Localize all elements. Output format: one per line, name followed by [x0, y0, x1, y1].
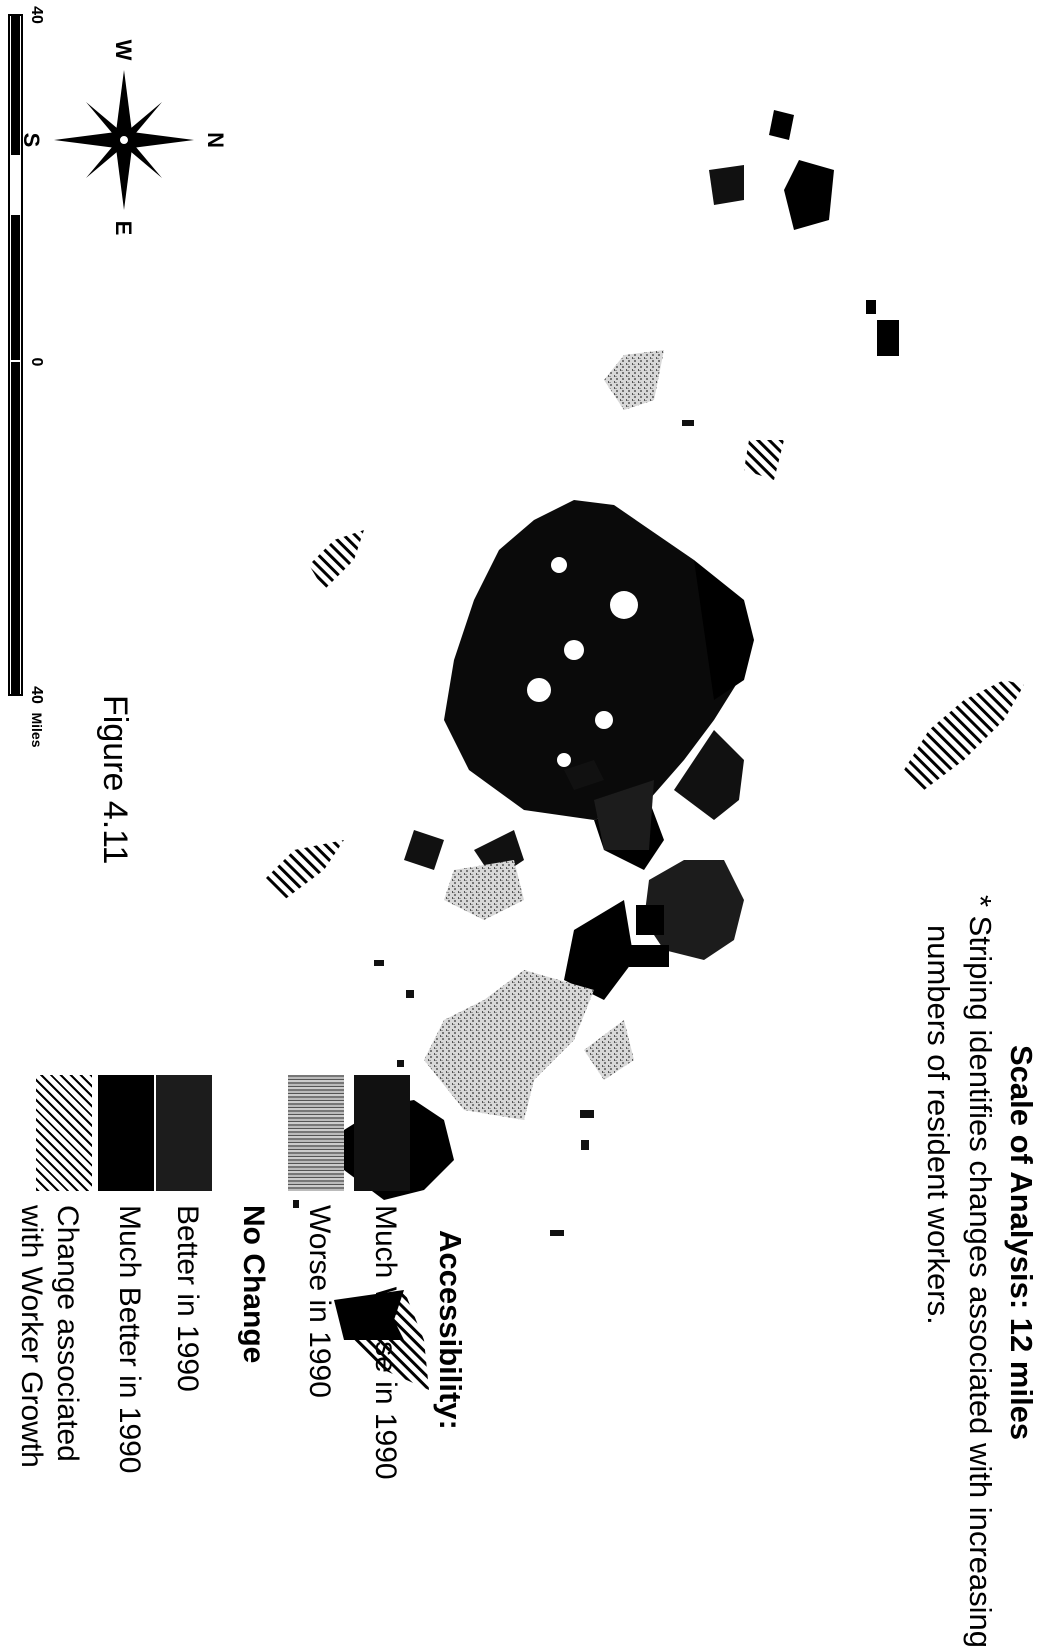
compass-n: N: [203, 132, 228, 148]
legend-label-line2: with Worker Growth: [15, 1205, 48, 1468]
scale-start: 40: [28, 6, 45, 24]
legend-swatch-better: [156, 1075, 212, 1191]
accessibility-change-map: N S E W 40 0 40 Miles: [8, 6, 1024, 1390]
scale-unit: Miles: [29, 712, 45, 747]
region-worse: [424, 350, 664, 1120]
legend-item-better: Better in 1990: [152, 1075, 212, 1495]
legend-heading: Accessibility:: [433, 1230, 468, 1430]
legend-swatch-much-worse: [354, 1075, 410, 1191]
scale-end: 40: [28, 686, 45, 704]
map-fragments: [293, 420, 694, 1236]
compass-s: S: [19, 133, 44, 148]
region-better-east: [404, 760, 744, 1000]
legend-swatch-worse: [288, 1075, 344, 1191]
compass-w: W: [111, 40, 136, 61]
figure-label: Figure 4.11: [96, 695, 134, 865]
compass-e: E: [111, 221, 136, 236]
legend-item-worker-growth: Change associated with Worker Growth: [2, 1075, 92, 1495]
legend-swatch-worker-growth: [36, 1075, 92, 1191]
legend-label: Much Better in 1990: [113, 1205, 146, 1474]
legend-label: Much Worse in 1990: [369, 1205, 402, 1480]
legend-item-no-change: No Change: [218, 1075, 278, 1495]
compass-rose-icon: N S E W: [19, 40, 228, 236]
legend-label: Change associated: [51, 1205, 84, 1462]
legend-item-much-worse: Much Worse in 1990: [350, 1075, 410, 1495]
striping-note-line1: * Striping identifies changes associated…: [963, 895, 998, 1648]
legend-label: Better in 1990: [171, 1205, 204, 1392]
analysis-scale-title: Scale of Analysis: 12 miles: [1004, 1045, 1039, 1441]
legend-item-worse: Worse in 1990: [284, 1075, 344, 1495]
legend-label: Worse in 1990: [303, 1205, 336, 1398]
striping-note-line2: numbers of resident workers.: [921, 925, 956, 1325]
legend-label: No Change: [237, 1205, 270, 1364]
legend-item-much-better: Much Better in 1990: [94, 1075, 154, 1495]
legend-swatch-much-better: [98, 1075, 154, 1191]
scale-mid: 0: [28, 358, 45, 367]
rotated-map-page: N S E W 40 0 40 Miles Scale of Analysis:…: [2, 6, 1039, 1648]
scale-bar: 40 0 40 Miles: [8, 6, 45, 748]
region-worker-growth: [264, 440, 1024, 1390]
